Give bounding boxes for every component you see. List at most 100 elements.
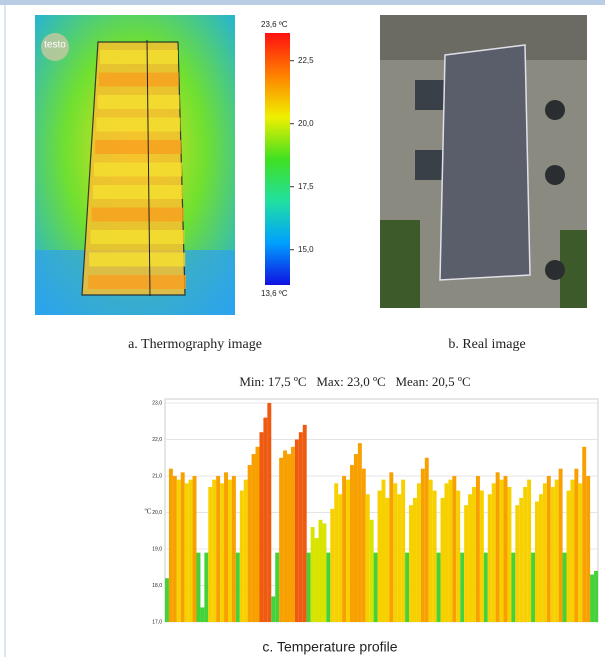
bar xyxy=(220,483,225,622)
bar xyxy=(507,486,512,622)
bar xyxy=(361,468,366,622)
panel-row xyxy=(97,95,180,109)
panel-row xyxy=(89,252,186,267)
bar xyxy=(377,490,382,622)
chart: 17,0 18,0 19,0 20,0 21,0 22,0 23,0 xyxy=(152,398,599,625)
bar xyxy=(310,527,315,622)
logo: testo xyxy=(44,40,66,51)
chart-title: Min: 17,5 ºC Max: 23,0 ºC Mean: 20,5 ºC xyxy=(239,374,470,389)
colorbar-tick-label: 22,5 xyxy=(298,56,314,65)
bar xyxy=(499,479,504,622)
bar xyxy=(570,479,575,622)
panel-row xyxy=(96,117,181,132)
bar xyxy=(298,432,303,622)
bar xyxy=(397,494,402,622)
real-image xyxy=(380,15,587,308)
bar xyxy=(531,552,536,622)
bar xyxy=(385,497,390,622)
bar xyxy=(235,552,240,622)
colorbar: 23,6 ºC 13,6 ºC 22,5 20,0 17,5 15,0 xyxy=(261,20,314,298)
panel-row xyxy=(100,50,178,64)
panel-row xyxy=(98,72,179,87)
bar xyxy=(200,607,205,622)
bar xyxy=(475,476,480,622)
bar xyxy=(460,552,465,622)
panel-row xyxy=(95,140,182,154)
bar xyxy=(212,479,217,622)
y-tick-label: 20,0 xyxy=(152,510,162,516)
bar xyxy=(566,490,571,622)
bar xyxy=(487,494,492,622)
bar xyxy=(495,472,500,622)
bar xyxy=(279,457,284,622)
bar xyxy=(239,490,244,622)
bar xyxy=(586,476,591,622)
bar xyxy=(546,476,551,622)
bar xyxy=(350,465,354,622)
bar xyxy=(365,494,370,622)
bar xyxy=(444,483,449,622)
y-tick-label: 18,0 xyxy=(152,583,162,589)
bar xyxy=(393,483,398,622)
bar xyxy=(196,552,201,622)
bar xyxy=(224,472,228,622)
bar xyxy=(353,454,358,622)
bar xyxy=(594,570,598,622)
bar xyxy=(330,508,335,622)
colorbar-tick-label: 20,0 xyxy=(298,119,314,128)
bar xyxy=(503,476,508,622)
bar xyxy=(216,476,221,622)
bar xyxy=(231,476,236,622)
bar xyxy=(381,479,386,622)
colorbar-tick-label: 15,0 xyxy=(298,245,314,254)
caption: a. Thermography image xyxy=(128,337,262,352)
y-tick-label: 23,0 xyxy=(152,400,162,406)
bar xyxy=(338,494,343,622)
bar xyxy=(283,450,288,622)
bar xyxy=(424,457,429,622)
caption: b. Real image xyxy=(448,337,525,352)
bar xyxy=(515,505,520,622)
bar xyxy=(243,479,248,622)
bar xyxy=(456,490,461,622)
bar xyxy=(448,479,453,622)
bar xyxy=(527,479,532,622)
bar xyxy=(440,497,445,622)
bar xyxy=(165,578,169,622)
bar xyxy=(287,454,291,622)
bar xyxy=(542,483,547,622)
bar xyxy=(357,443,362,622)
bar xyxy=(401,479,406,622)
bar xyxy=(346,479,351,622)
bar xyxy=(558,468,563,622)
bar xyxy=(290,446,295,622)
bar xyxy=(227,479,232,622)
bar xyxy=(464,505,469,622)
bar xyxy=(412,497,417,622)
bar xyxy=(271,596,276,622)
bar xyxy=(483,552,488,622)
bar xyxy=(314,538,319,622)
bar xyxy=(168,468,173,622)
colorbar-tick-label: 17,5 xyxy=(298,182,314,191)
bar xyxy=(590,574,595,622)
bar xyxy=(432,490,437,622)
bar xyxy=(247,465,252,622)
panel-row xyxy=(91,207,184,222)
bar xyxy=(176,479,181,622)
bar xyxy=(491,483,496,622)
bar xyxy=(479,490,484,622)
bar xyxy=(420,468,425,622)
bar xyxy=(263,417,268,622)
bar xyxy=(192,476,197,622)
thermography-image: testo xyxy=(35,15,235,315)
top-border xyxy=(0,0,605,5)
panel-row xyxy=(94,162,182,177)
bar xyxy=(255,446,260,622)
bar xyxy=(184,483,189,622)
bar xyxy=(468,494,473,622)
colorbar-label: 13,6 ºC xyxy=(261,289,288,298)
bar xyxy=(574,468,579,622)
bar xyxy=(342,476,347,622)
